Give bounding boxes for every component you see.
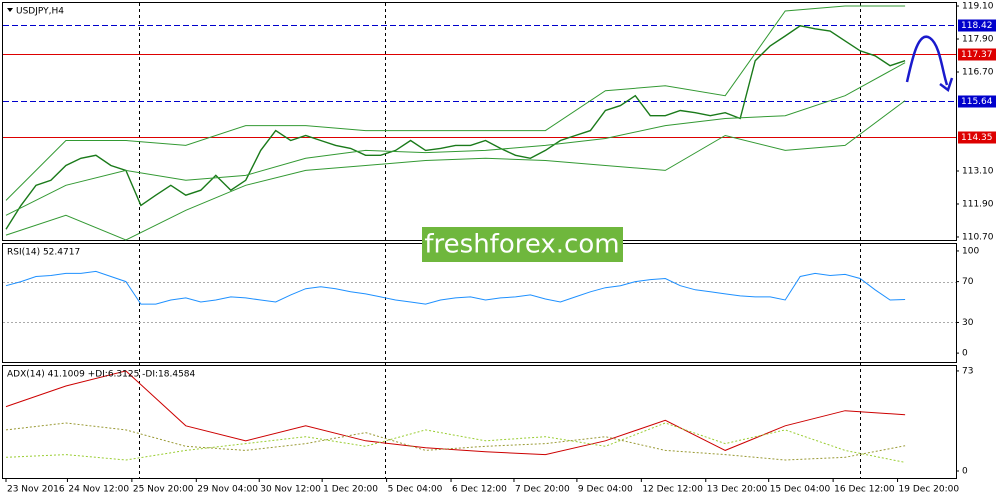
menu-triangle xyxy=(7,8,13,12)
panel-title: ADX(14) 41.1009 +DI:6.3125 -DI:18.4584 xyxy=(7,370,196,380)
y-tick-label: 117.90 xyxy=(962,35,994,45)
x-tick-label: 12 Dec 12:00 xyxy=(642,485,703,495)
x-tick-label: 13 Dec 20:00 xyxy=(707,485,768,495)
series-line xyxy=(5,370,906,456)
y-tick-label: 111.90 xyxy=(962,199,994,209)
x-tick-label: 29 Nov 04:00 xyxy=(197,485,258,495)
series-line xyxy=(5,100,906,241)
series-line xyxy=(5,5,906,201)
y-tick-label: 0 xyxy=(962,467,968,477)
y-tick-label: 113.10 xyxy=(962,166,994,176)
watermark: freshforex.com xyxy=(424,230,619,260)
panel-title: RSI(14) 52.4717 xyxy=(7,248,80,258)
level-tag-label: 115.64 xyxy=(961,97,993,107)
forecast-arrow xyxy=(905,35,949,86)
x-tick-label: 19 Dec 20:00 xyxy=(899,485,960,495)
y-tick-label: 0 xyxy=(962,349,968,359)
level-tag-label: 114.35 xyxy=(961,133,993,143)
arrow-head xyxy=(939,77,954,93)
x-tick-label: 1 Dec 20:00 xyxy=(323,485,378,495)
level-tag xyxy=(958,48,996,61)
y-tick-label: 70 xyxy=(962,277,974,287)
x-tick-label: 23 Nov 2016 xyxy=(7,485,65,495)
x-tick-label: 25 Nov 20:00 xyxy=(133,485,194,495)
series-line xyxy=(5,62,906,216)
y-tick-label: 116.70 xyxy=(962,68,994,78)
y-tick-label: 110.70 xyxy=(962,232,994,242)
y-tick-label: 100 xyxy=(962,246,979,256)
level-tag-label: 117.37 xyxy=(961,50,993,60)
x-tick-label: 24 Nov 12:00 xyxy=(68,485,129,495)
x-tick-label: 16 Dec 12:00 xyxy=(834,485,895,495)
x-tick-label: 5 Dec 04:00 xyxy=(388,485,443,495)
x-tick-label: 15 Dec 04:00 xyxy=(770,485,831,495)
session-separators xyxy=(139,3,861,478)
watermark-box xyxy=(422,227,623,262)
level-tag-label: 118.42 xyxy=(961,21,993,31)
x-tick-label: 6 Dec 12:00 xyxy=(452,485,507,495)
y-tick-label: 73 xyxy=(962,366,973,376)
adx-frame xyxy=(2,365,957,479)
y-tick-label: 30 xyxy=(962,318,974,328)
x-tick-label: 7 Dec 20:00 xyxy=(515,485,570,495)
level-tag xyxy=(958,95,996,108)
y-tick-label: 119.10 xyxy=(962,2,994,12)
series-line xyxy=(5,422,906,463)
level-tag xyxy=(958,19,996,32)
series-line xyxy=(5,270,906,305)
level-tag xyxy=(958,131,996,144)
series-line xyxy=(5,25,906,230)
x-tick-label: 30 Nov 12:00 xyxy=(260,485,321,495)
panel-title: USDJPY,H4 xyxy=(16,7,64,17)
series-line xyxy=(5,422,906,461)
x-tick-label: 9 Dec 04:00 xyxy=(578,485,633,495)
